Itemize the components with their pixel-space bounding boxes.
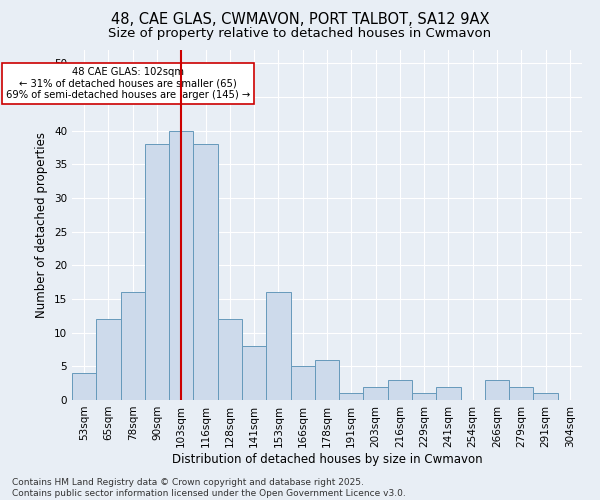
Text: 48, CAE GLAS, CWMAVON, PORT TALBOT, SA12 9AX: 48, CAE GLAS, CWMAVON, PORT TALBOT, SA12… bbox=[111, 12, 489, 28]
Bar bbox=[193, 144, 218, 400]
Text: Size of property relative to detached houses in Cwmavon: Size of property relative to detached ho… bbox=[109, 28, 491, 40]
Bar bbox=[218, 319, 242, 400]
Bar bbox=[72, 373, 96, 400]
Bar bbox=[96, 319, 121, 400]
Y-axis label: Number of detached properties: Number of detached properties bbox=[35, 132, 49, 318]
Bar bbox=[436, 386, 461, 400]
Bar bbox=[412, 394, 436, 400]
Bar bbox=[533, 394, 558, 400]
Bar bbox=[169, 131, 193, 400]
Bar bbox=[121, 292, 145, 400]
Bar bbox=[388, 380, 412, 400]
Bar bbox=[145, 144, 169, 400]
Bar bbox=[364, 386, 388, 400]
Text: Contains HM Land Registry data © Crown copyright and database right 2025.
Contai: Contains HM Land Registry data © Crown c… bbox=[12, 478, 406, 498]
Bar bbox=[509, 386, 533, 400]
X-axis label: Distribution of detached houses by size in Cwmavon: Distribution of detached houses by size … bbox=[172, 452, 482, 466]
Bar bbox=[339, 394, 364, 400]
Bar bbox=[485, 380, 509, 400]
Bar bbox=[315, 360, 339, 400]
Bar bbox=[290, 366, 315, 400]
Bar bbox=[266, 292, 290, 400]
Text: 48 CAE GLAS: 102sqm
← 31% of detached houses are smaller (65)
69% of semi-detach: 48 CAE GLAS: 102sqm ← 31% of detached ho… bbox=[6, 67, 250, 100]
Bar bbox=[242, 346, 266, 400]
